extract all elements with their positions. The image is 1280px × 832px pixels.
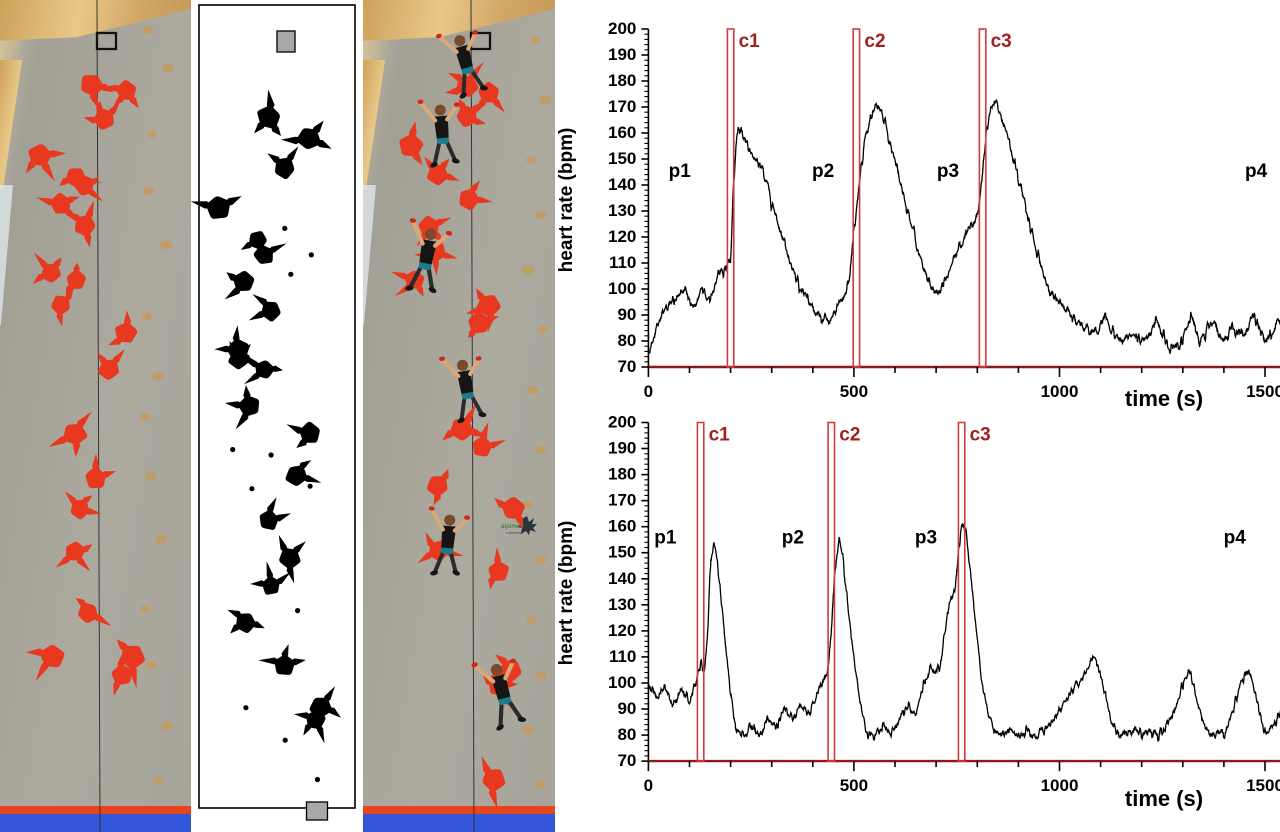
svg-text:time (s): time (s) xyxy=(1125,786,1203,811)
svg-text:p1: p1 xyxy=(669,161,692,182)
svg-text:c2: c2 xyxy=(864,31,885,52)
svg-text:p4: p4 xyxy=(1224,527,1247,548)
svg-text:70: 70 xyxy=(617,751,636,770)
svg-text:500: 500 xyxy=(840,382,868,401)
svg-text:180: 180 xyxy=(608,465,636,484)
svg-text:c2: c2 xyxy=(839,425,860,446)
svg-text:110: 110 xyxy=(609,253,636,272)
svg-text:1000: 1000 xyxy=(1041,776,1079,795)
svg-text:150: 150 xyxy=(608,149,636,168)
svg-text:c1: c1 xyxy=(709,425,731,446)
svg-text:190: 190 xyxy=(608,439,636,458)
svg-text:p1: p1 xyxy=(654,527,677,548)
svg-text:90: 90 xyxy=(617,699,636,718)
svg-text:c3: c3 xyxy=(991,31,1012,52)
svg-text:c1: c1 xyxy=(739,31,761,52)
svg-text:1500: 1500 xyxy=(1246,776,1280,795)
svg-text:p2: p2 xyxy=(812,161,834,182)
svg-text:70: 70 xyxy=(617,357,636,376)
svg-text:80: 80 xyxy=(617,331,636,350)
svg-text:200: 200 xyxy=(608,413,636,432)
svg-text:120: 120 xyxy=(608,621,636,640)
svg-text:1500: 1500 xyxy=(1246,382,1280,401)
svg-text:c3: c3 xyxy=(970,425,991,446)
svg-text:p4: p4 xyxy=(1245,161,1268,182)
svg-text:140: 140 xyxy=(608,175,636,194)
svg-text:130: 130 xyxy=(608,201,636,220)
svg-text:100: 100 xyxy=(608,279,636,298)
svg-text:heart rate (bpm): heart rate (bpm) xyxy=(556,521,577,666)
svg-text:0: 0 xyxy=(644,382,653,401)
svg-text:180: 180 xyxy=(608,71,636,90)
svg-text:130: 130 xyxy=(608,595,636,614)
svg-text:110: 110 xyxy=(609,647,636,666)
svg-text:time (s): time (s) xyxy=(1125,386,1203,411)
svg-text:90: 90 xyxy=(617,305,636,324)
svg-text:500: 500 xyxy=(840,776,868,795)
svg-text:200: 200 xyxy=(608,19,636,38)
svg-text:heart rate (bpm): heart rate (bpm) xyxy=(556,128,577,273)
svg-text:80: 80 xyxy=(617,725,636,744)
svg-text:150: 150 xyxy=(608,543,636,562)
svg-text:100: 100 xyxy=(608,673,636,692)
svg-text:170: 170 xyxy=(608,97,636,116)
svg-text:170: 170 xyxy=(608,491,636,510)
svg-text:0: 0 xyxy=(644,776,653,795)
svg-text:p3: p3 xyxy=(915,527,937,548)
svg-text:140: 140 xyxy=(608,569,636,588)
svg-text:1000: 1000 xyxy=(1041,382,1079,401)
svg-text:p2: p2 xyxy=(782,527,804,548)
svg-text:120: 120 xyxy=(608,227,636,246)
svg-text:190: 190 xyxy=(608,45,636,64)
svg-text:160: 160 xyxy=(608,123,636,142)
svg-text:p3: p3 xyxy=(937,161,959,182)
svg-text:160: 160 xyxy=(608,517,636,536)
